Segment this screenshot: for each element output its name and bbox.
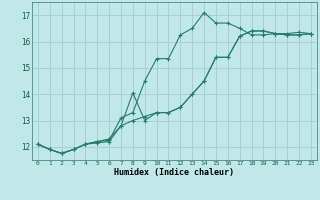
- X-axis label: Humidex (Indice chaleur): Humidex (Indice chaleur): [115, 168, 234, 177]
